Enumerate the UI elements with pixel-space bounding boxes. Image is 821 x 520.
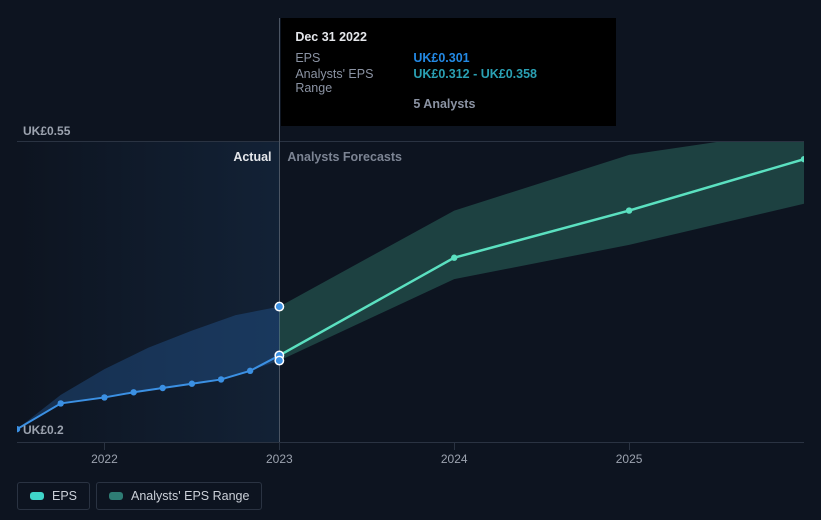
tooltip-eps-key: EPS (295, 50, 413, 66)
legend-swatch-range (109, 492, 123, 500)
y-label-max: UK£0.55 (23, 124, 70, 138)
legend: EPS Analysts' EPS Range (17, 482, 262, 510)
eps-forecast-chart: UK£0.55 Actual Analysts Forecasts UK£0.2… (0, 0, 821, 520)
xtick-line (279, 442, 280, 450)
xtick-label: 2022 (91, 452, 118, 466)
tooltip-analyst-count: 5 Analysts (413, 96, 537, 112)
xtick-label: 2025 (616, 452, 643, 466)
xtick-line (104, 442, 105, 450)
legend-item-eps[interactable]: EPS (17, 482, 90, 510)
tooltip-range-value: UK£0.312 - UK£0.358 (413, 66, 537, 96)
xtick-label: 2024 (441, 452, 468, 466)
xtick-line (629, 442, 630, 450)
hover-tooltip: Dec 31 2022 EPS UK£0.301 Analysts' EPS R… (281, 18, 616, 126)
legend-label-eps: EPS (52, 489, 77, 503)
plot-area[interactable] (17, 142, 804, 442)
y-label-min: UK£0.2 (23, 423, 64, 437)
tooltip-eps-value: UK£0.301 (413, 50, 537, 66)
xtick-label: 2023 (266, 452, 293, 466)
legend-item-range[interactable]: Analysts' EPS Range (96, 482, 262, 510)
legend-swatch-eps (30, 492, 44, 500)
plot-svg (17, 142, 804, 442)
tooltip-range-key: Analysts' EPS Range (295, 66, 413, 96)
x-axis: 2022 2023 2024 2025 (17, 442, 804, 472)
xtick-line (454, 442, 455, 450)
tooltip-date: Dec 31 2022 (295, 30, 602, 44)
legend-label-range: Analysts' EPS Range (131, 489, 249, 503)
